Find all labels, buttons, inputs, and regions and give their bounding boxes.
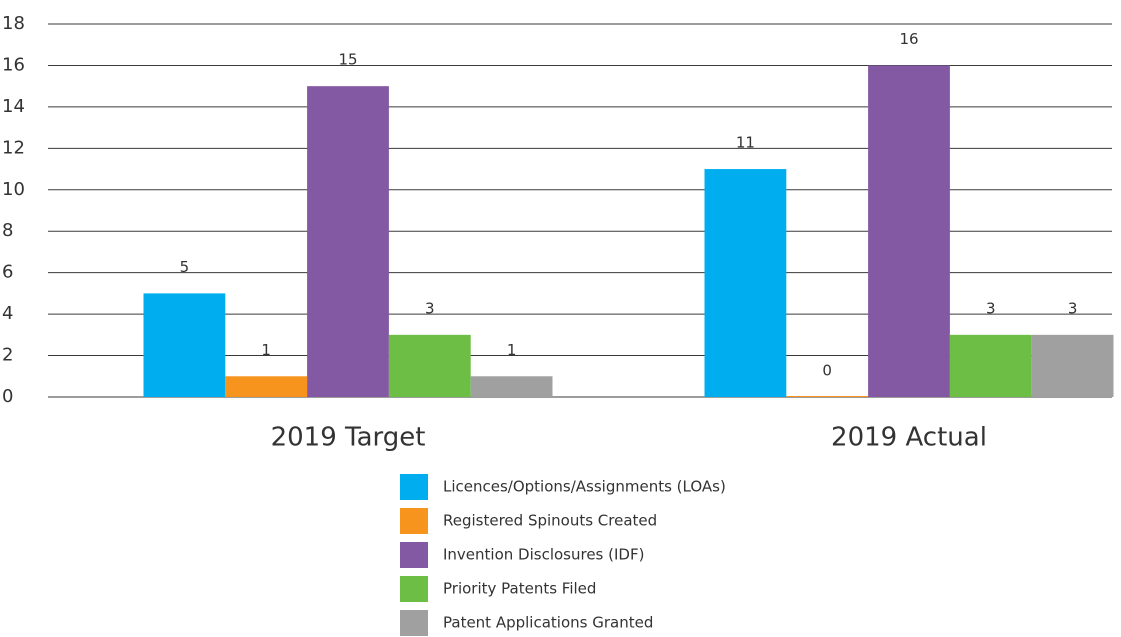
y-tick-label: 10 (2, 179, 25, 200)
legend-swatch (400, 542, 428, 568)
legend-swatch (400, 610, 428, 636)
y-tick-label: 0 (2, 386, 13, 407)
data-label: 5 (180, 258, 190, 276)
legend-label: Licences/Options/Assignments (LOAs) (443, 478, 726, 496)
x-tick-label: 2019 Actual (831, 423, 987, 453)
data-label: 3 (1068, 299, 1078, 317)
legend-label: Invention Disclosures (IDF) (443, 546, 644, 564)
y-tick-label: 16 (2, 54, 25, 75)
y-tick-label: 4 (2, 303, 13, 324)
legend-label: Registered Spinouts Created (443, 512, 657, 530)
bar (868, 65, 950, 397)
legend-label: Patent Applications Granted (443, 614, 653, 632)
y-tick-label: 2 (2, 345, 13, 366)
y-tick-label: 14 (2, 96, 25, 117)
bar (704, 169, 787, 397)
bar (1031, 334, 1114, 397)
bar (786, 396, 869, 397)
x-tick-label: 2019 Target (271, 423, 426, 453)
data-label: 3 (986, 299, 996, 317)
y-tick-label: 8 (2, 220, 13, 241)
legend-swatch (400, 508, 428, 534)
data-label: 1 (261, 341, 271, 359)
y-tick-label: 12 (2, 137, 25, 158)
legend-swatch (400, 474, 428, 500)
data-label: 15 (338, 51, 357, 69)
data-label: 1 (507, 341, 517, 359)
y-tick-label: 6 (2, 262, 13, 283)
legend-swatch (400, 576, 428, 602)
bar (143, 293, 226, 397)
data-label: 0 (822, 362, 832, 380)
legend-label: Priority Patents Filed (443, 580, 596, 598)
bar (949, 334, 1032, 397)
y-tick-label: 18 (2, 13, 25, 34)
bar (388, 334, 471, 397)
bar (225, 376, 308, 397)
data-label: 3 (425, 299, 435, 317)
bar (307, 86, 389, 398)
data-label: 11 (736, 134, 755, 152)
bar (470, 376, 553, 397)
data-label: 16 (899, 30, 918, 48)
